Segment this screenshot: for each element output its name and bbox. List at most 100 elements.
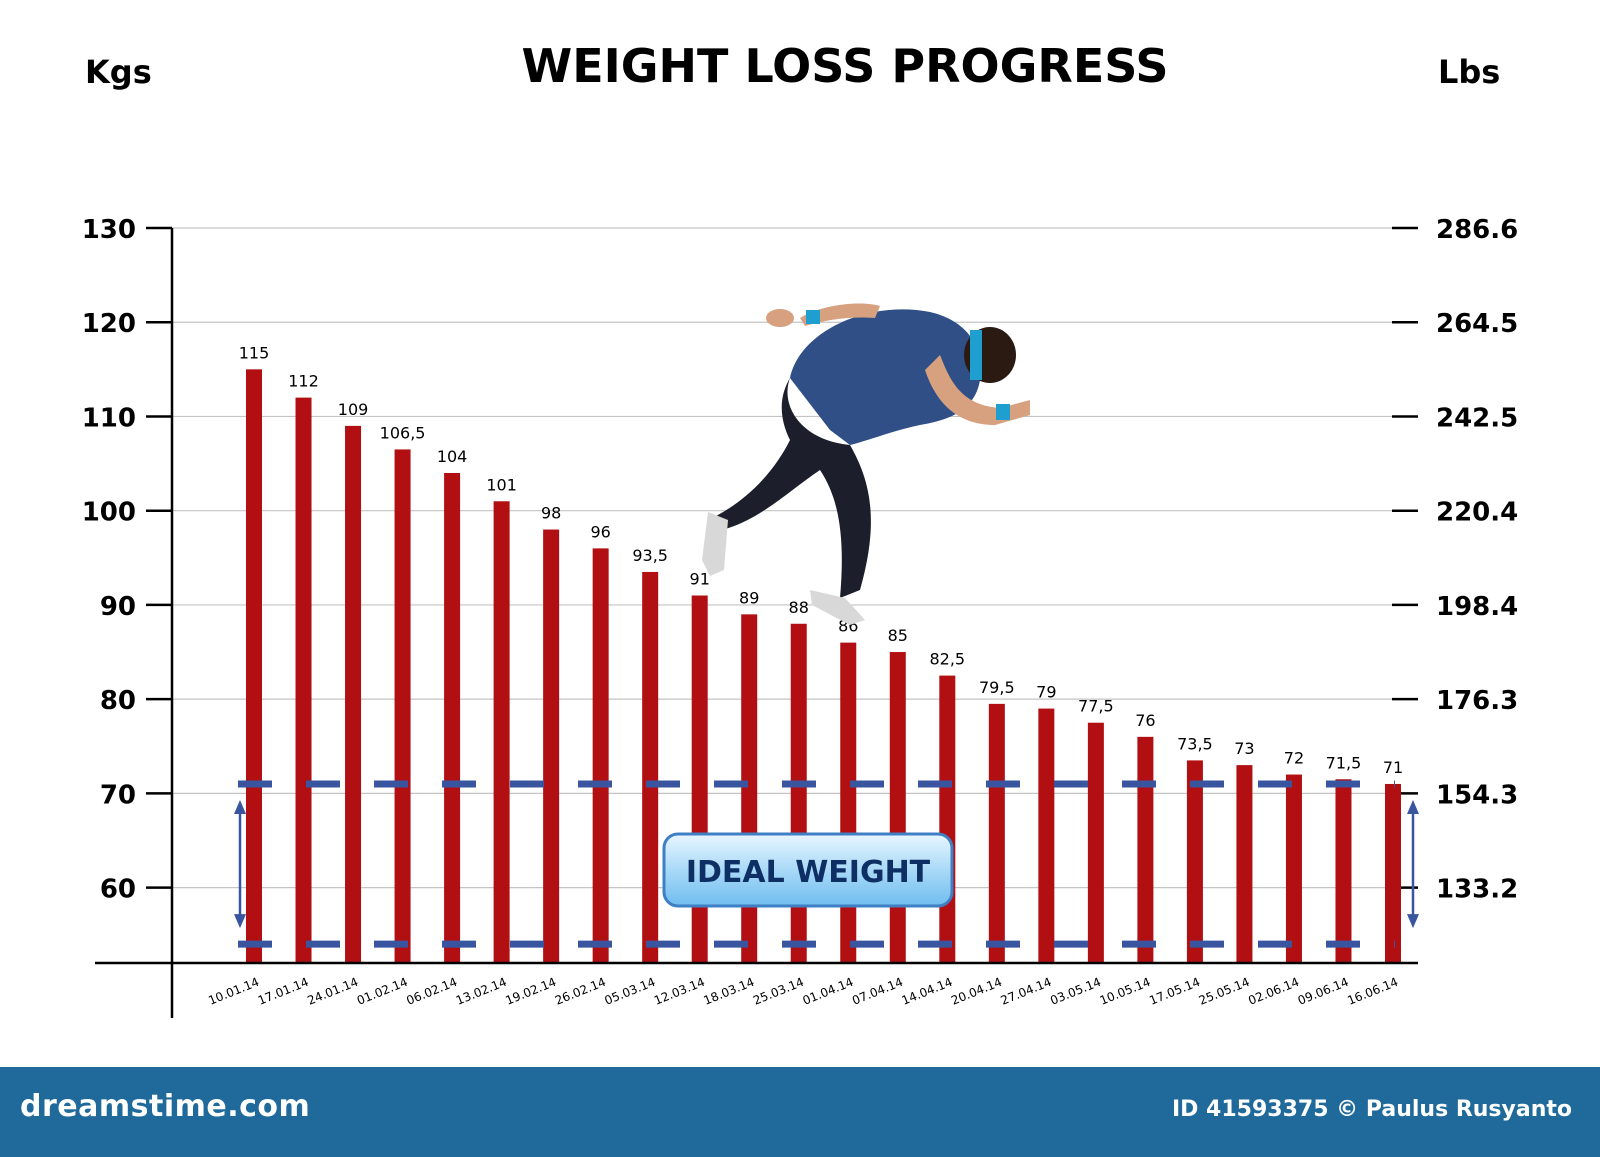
bar-value-label: 77,5: [1078, 697, 1114, 716]
left-axis: 130 120 110 100 90 80 70 60: [82, 215, 172, 905]
bar: [543, 529, 560, 963]
bar-value-label: 79,5: [979, 678, 1015, 697]
bar: [741, 614, 758, 963]
bar: [1087, 722, 1104, 963]
right-axis: 286.6 264.5 242.5 220.4 198.4 176.3 154.3 133.2: [1392, 215, 1518, 905]
left-tick-label: 80: [100, 686, 136, 716]
ideal-weight-badge: IDEAL WEIGHT: [662, 832, 954, 908]
left-tick-label: 130: [82, 215, 136, 245]
x-tick-label: 26.02.14: [553, 975, 608, 1008]
x-tick-label: 03.05.14: [1048, 975, 1103, 1008]
bar: [246, 369, 262, 963]
range-arrow-head: [234, 914, 246, 929]
bar-value-label: 93,5: [632, 546, 668, 565]
bar: [642, 571, 659, 963]
bar-value-label: 96: [590, 522, 610, 541]
x-tick-label: 12.03.14: [652, 975, 707, 1008]
x-tick-label: 07.04.14: [850, 975, 905, 1008]
bar-value-label: 72: [1284, 749, 1304, 768]
bar-value-label: 85: [888, 626, 908, 645]
x-tick-label: 18.03.14: [702, 975, 757, 1008]
bar-value-label: 89: [739, 588, 759, 607]
left-tick-label: 70: [100, 780, 136, 810]
bar: [1137, 736, 1154, 963]
weight-loss-chart: WEIGHT LOSS PROGRESS Kgs Lbs 130 120 110 10…: [82, 39, 1518, 1018]
right-tick-label: 286.6: [1436, 215, 1518, 245]
left-tick-label: 110: [82, 403, 136, 433]
ideal-weight-label: IDEAL WEIGHT: [686, 855, 931, 890]
bar: [988, 703, 1005, 963]
x-tick-label: 16.06.14: [1345, 975, 1400, 1008]
x-axis-labels: 10.01.1417.01.1424.01.1401.02.1406.02.14…: [206, 975, 1400, 1008]
site-logo[interactable]: dreamstime.com: [20, 1089, 311, 1124]
bar-value-label: 88: [789, 598, 809, 617]
bar-value-label: 112: [288, 372, 319, 391]
x-tick-label: 17.05.14: [1147, 975, 1202, 1008]
bar: [1038, 708, 1055, 963]
left-tick-label: 90: [100, 592, 136, 622]
bar-value-label: 73,5: [1177, 734, 1213, 753]
bar-value-label: 109: [338, 400, 369, 419]
x-tick-label: 06.02.14: [404, 975, 459, 1008]
left-axis-unit-label: Kgs: [85, 53, 152, 91]
bar: [1186, 760, 1203, 963]
bar-value-label: 98: [541, 504, 561, 523]
x-tick-label: 05.03.14: [603, 975, 658, 1008]
right-tick-label: 198.4: [1436, 592, 1518, 622]
x-tick-label: 27.04.14: [999, 975, 1054, 1008]
x-tick-label: 24.01.14: [305, 975, 360, 1008]
x-tick-label: 10.05.14: [1098, 975, 1153, 1008]
running-man-illustration: [702, 303, 1030, 625]
image-credit: ID 41593375 © Paulus Rusyanto: [1171, 1097, 1572, 1122]
right-tick-label: 154.3: [1436, 780, 1518, 810]
bar: [493, 501, 510, 963]
bar: [790, 623, 807, 963]
bar-value-label: 71: [1383, 758, 1403, 777]
x-tick-label: 13.02.14: [454, 975, 509, 1008]
x-tick-label: 01.02.14: [355, 975, 410, 1008]
bar-value-label: 101: [486, 475, 517, 494]
bar: [1385, 783, 1401, 963]
bar: [345, 425, 362, 963]
bar: [592, 548, 609, 963]
right-tick-label: 133.2: [1436, 875, 1518, 905]
bar-value-label: 115: [239, 343, 270, 362]
bar-value-label: 104: [437, 447, 468, 466]
x-tick-label: 25.05.14: [1197, 975, 1252, 1008]
x-tick-label: 10.01.14: [206, 975, 261, 1008]
left-tick-label: 100: [82, 498, 136, 528]
bar: [691, 595, 708, 963]
bar-value-label: 79: [1036, 683, 1056, 702]
bar-value-label: 91: [690, 570, 710, 589]
x-tick-label: 17.01.14: [256, 975, 311, 1008]
footer-bar: dreamstime.com ID 41593375 © Paulus Rusy…: [0, 1067, 1600, 1157]
chart-title: WEIGHT LOSS PROGRESS: [522, 39, 1169, 93]
x-tick-label: 25.03.14: [751, 975, 806, 1008]
bar: [444, 473, 461, 963]
ideal-range-arrows: [234, 799, 1419, 929]
range-arrow-head: [1407, 799, 1419, 814]
bar: [1236, 765, 1253, 963]
bar: [394, 449, 411, 963]
bar-value-label: 71,5: [1326, 753, 1362, 772]
bar: [889, 652, 906, 963]
right-tick-label: 220.4: [1436, 498, 1518, 528]
bar-value-label: 76: [1135, 711, 1155, 730]
x-tick-label: 19.02.14: [503, 975, 558, 1008]
x-tick-label: 14.04.14: [900, 975, 955, 1008]
bar: [295, 397, 312, 964]
right-axis-unit-label: Lbs: [1438, 53, 1500, 91]
bar: [1335, 779, 1352, 963]
left-tick-label: 60: [100, 875, 136, 905]
bar-value-label: 106,5: [380, 423, 426, 442]
left-tick-label: 120: [82, 309, 136, 339]
bar: [840, 642, 857, 963]
range-arrow-head: [1407, 914, 1419, 929]
ideal-range-lines: [238, 780, 1395, 948]
bar: [1285, 774, 1302, 963]
right-tick-label: 264.5: [1436, 309, 1518, 339]
x-tick-label: 01.04.14: [801, 975, 856, 1008]
x-tick-label: 20.04.14: [949, 975, 1004, 1008]
x-tick-label: 09.06.14: [1296, 975, 1351, 1008]
bar-value-label: 82,5: [929, 650, 965, 669]
